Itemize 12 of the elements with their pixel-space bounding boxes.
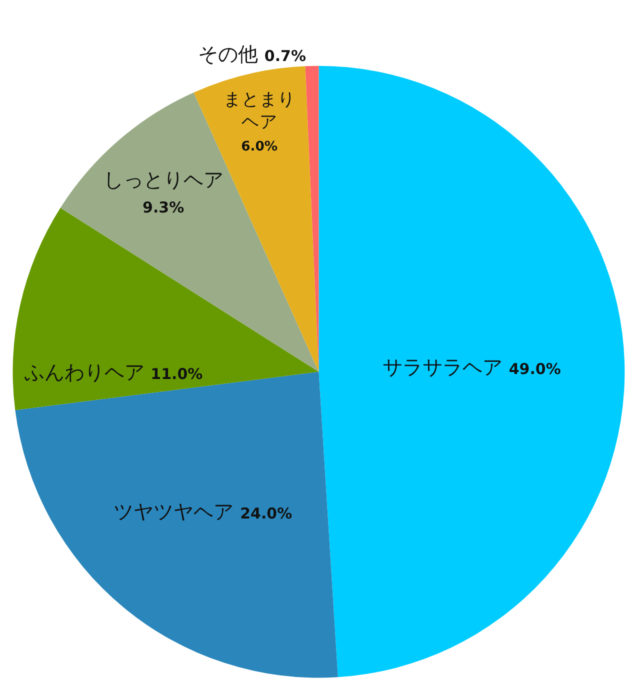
slice-label: サラサラヘア	[382, 354, 502, 379]
slice-label: ツヤツヤヘア	[114, 500, 234, 524]
slice-label: しっとりヘア	[103, 168, 224, 192]
data-label: 24.0%	[240, 504, 292, 523]
data-label: 9.3%	[142, 198, 184, 217]
data-label: 49.0%	[508, 360, 561, 378]
data-label: 6.0%	[241, 140, 278, 155]
slice-label: まとまりヘア	[223, 90, 296, 133]
slice-label: ふんわりヘア	[24, 360, 144, 384]
data-label: 0.7%	[264, 46, 306, 65]
data-label: 11.0%	[150, 364, 203, 383]
slice-label: その他	[198, 42, 258, 66]
